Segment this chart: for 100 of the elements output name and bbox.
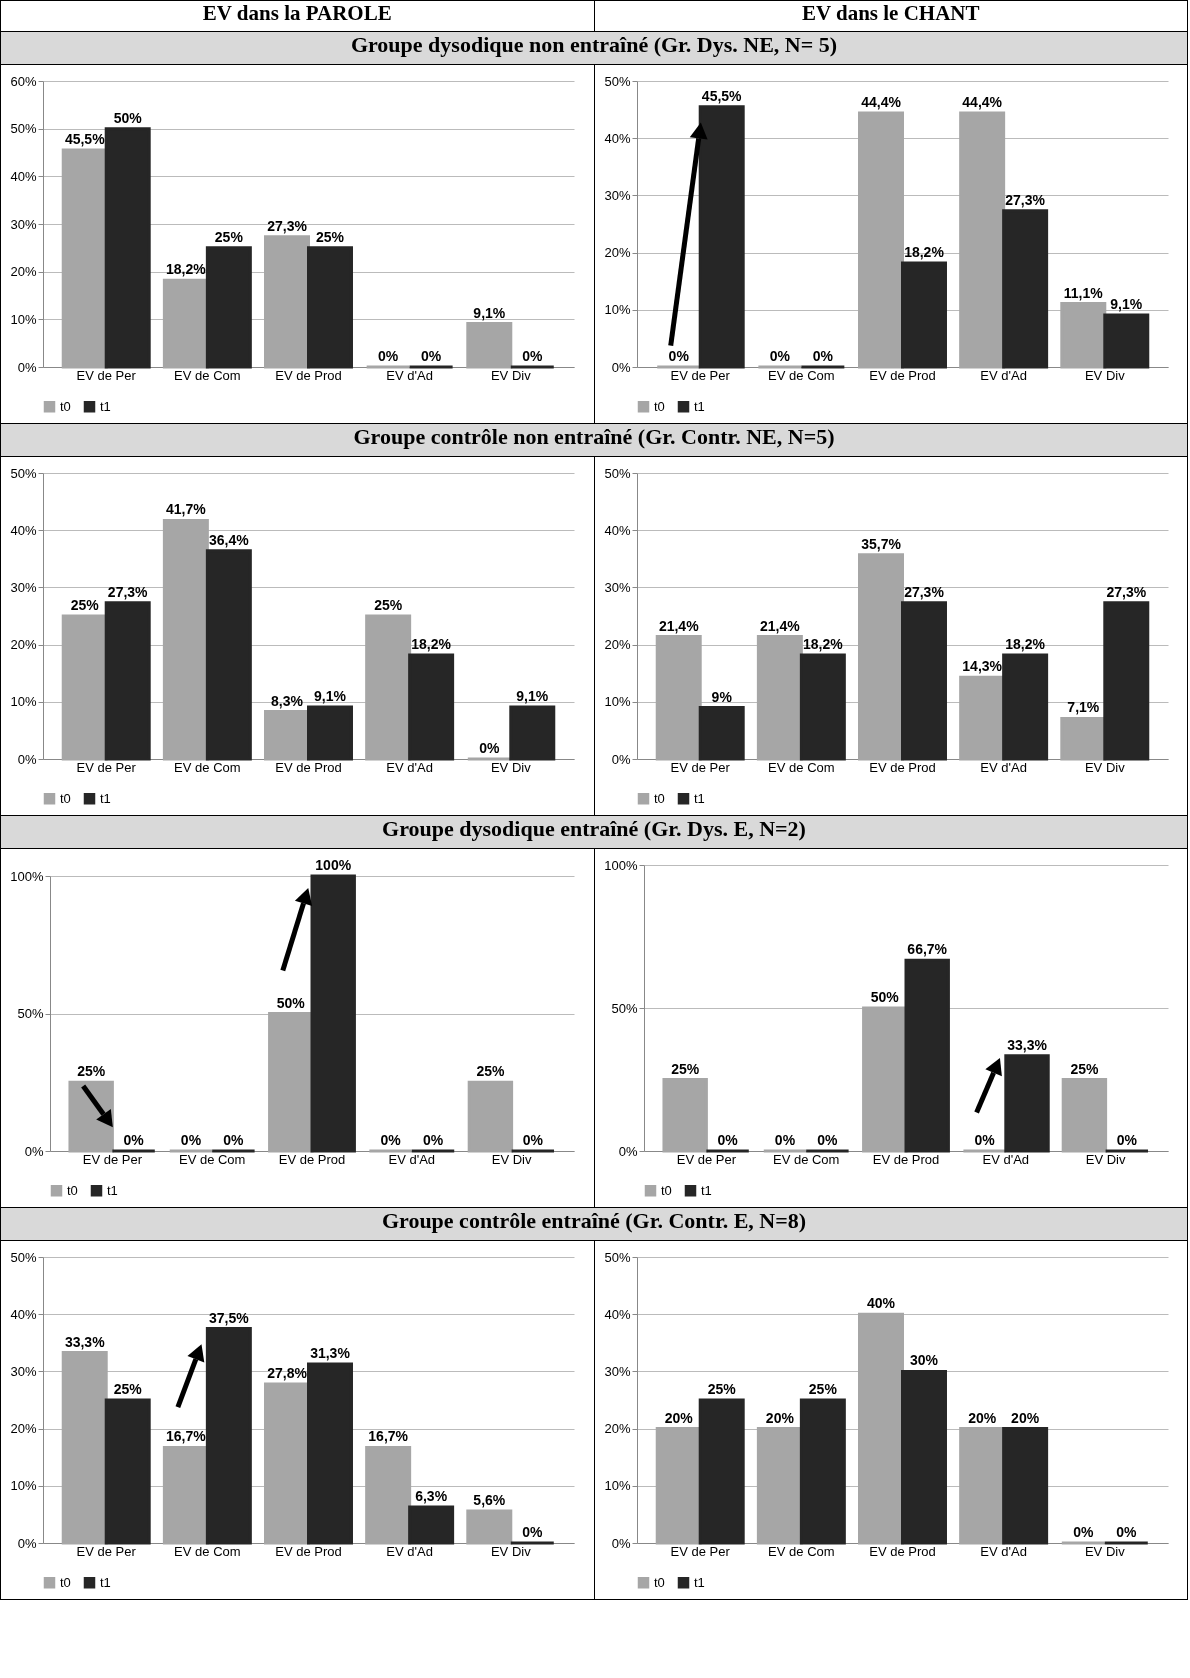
bar: [264, 1382, 310, 1545]
x-tick-label: EV d'Ad: [386, 759, 433, 775]
bar: [466, 1509, 513, 1545]
x-tick-label: EV de Prod: [275, 367, 342, 383]
y-tick-label: 40%: [603, 1306, 631, 1322]
y-tick-label: 40%: [603, 522, 631, 538]
legend-label: t1: [693, 1574, 705, 1590]
data-label: 27,3%: [107, 583, 149, 600]
y-tick-label: 30%: [10, 579, 37, 595]
y-tick-label: 30%: [603, 579, 631, 595]
x-tick-label: EV de Com: [767, 759, 835, 775]
chart-title: Groupe dysodique non entraîné (Gr. Dys. NE, N= 5): [0, 31, 1188, 65]
data-label: 20%: [765, 1409, 794, 1426]
data-label: 27,3%: [1105, 583, 1147, 600]
y-tick-label: 20%: [10, 1421, 37, 1437]
y-tick-label: 50%: [603, 1249, 631, 1265]
bar: [264, 710, 310, 761]
data-label: 9,1%: [1109, 295, 1143, 312]
x-tick-label: EV d'Ad: [386, 367, 433, 383]
data-label: 0%: [123, 1132, 145, 1148]
x-tick-label: EV de Per: [76, 759, 137, 775]
data-label: 0%: [522, 348, 543, 364]
x-tick-label: EV de Per: [676, 1151, 737, 1167]
data-label: 50%: [276, 994, 306, 1011]
bar: [264, 235, 310, 369]
legend-label: t0: [60, 790, 71, 806]
bar: [698, 706, 745, 761]
legend-label: t1: [100, 398, 111, 414]
bar: [205, 549, 252, 761]
data-label: 25%: [808, 1381, 837, 1397]
legend-label: t1: [693, 398, 705, 414]
data-label: 0%: [223, 1132, 245, 1148]
y-tick-label: 10%: [10, 1478, 37, 1494]
x-tick-label: EV de Prod: [872, 1151, 939, 1167]
data-label: 18,2%: [166, 261, 207, 278]
bar: [307, 1362, 353, 1545]
bar: [799, 653, 846, 761]
y-tick-label: 0%: [17, 359, 37, 375]
y-tick-label: 20%: [603, 245, 631, 261]
data-label: 16,7%: [166, 1428, 207, 1445]
bar: [61, 614, 108, 761]
x-tick-label: EV de Prod: [275, 1543, 342, 1559]
y-tick-label: 10%: [603, 302, 631, 318]
data-label: 18,2%: [802, 635, 843, 652]
y-tick-label: 0%: [611, 1535, 631, 1551]
data-label: 30%: [909, 1352, 939, 1369]
data-label: 21,4%: [759, 617, 800, 634]
data-label: 0%: [1115, 1524, 1137, 1540]
data-label: 11,1%: [1063, 284, 1103, 301]
bar: [104, 601, 151, 761]
y-tick-label: 20%: [10, 264, 37, 280]
data-label: 0%: [421, 348, 442, 364]
legend-label: t1: [100, 790, 111, 806]
x-tick-label: EV Div: [1084, 1543, 1125, 1559]
legend-label: t0: [67, 1182, 78, 1198]
bar: [655, 1427, 702, 1545]
data-label: 18,2%: [1004, 635, 1046, 652]
data-label: 0%: [380, 1132, 402, 1148]
bar: [1059, 716, 1106, 761]
data-label: 35,7%: [860, 535, 901, 552]
legend-label: t0: [653, 398, 665, 414]
bar: [799, 1398, 846, 1545]
x-tick-label: EV Div: [1085, 1151, 1126, 1167]
x-tick-label: EV de Prod: [275, 759, 342, 775]
bar: [1001, 1427, 1048, 1545]
x-tick-label: EV de Com: [174, 367, 241, 383]
x-tick-label: EV Div: [491, 1151, 532, 1167]
data-label: 0%: [522, 1524, 543, 1540]
data-label: 0%: [378, 348, 399, 364]
y-tick-label: 20%: [10, 637, 37, 653]
data-label: 25%: [1069, 1060, 1099, 1077]
y-tick-label: 100%: [10, 868, 44, 884]
data-label: 0%: [668, 348, 689, 364]
x-tick-label: EV de Prod: [868, 759, 936, 775]
data-label: 41,7%: [166, 501, 207, 518]
x-tick-label: EV de Per: [82, 1151, 143, 1167]
data-label: 44,4%: [961, 94, 1003, 111]
x-tick-label: EV de Prod: [868, 1543, 936, 1559]
text: EV dans le CHANT: [594, 0, 1188, 32]
legend-label: t0: [660, 1182, 672, 1198]
bar: [162, 278, 209, 369]
y-tick-label: 0%: [611, 359, 631, 375]
y-tick-label: 100%: [603, 857, 638, 873]
y-tick-label: 50%: [603, 73, 631, 89]
data-label: 25%: [707, 1381, 736, 1397]
legend-label: t1: [693, 790, 705, 806]
y-tick-label: 50%: [10, 1249, 37, 1265]
x-tick-label: EV Div: [1084, 759, 1125, 775]
legend-label: t0: [60, 398, 71, 414]
bar: [900, 1369, 947, 1545]
bar: [756, 635, 803, 761]
data-label: 18,2%: [411, 635, 452, 652]
text: EV dans la PAROLE: [0, 0, 594, 32]
data-label: 100%: [315, 857, 352, 873]
legend-label: t1: [700, 1182, 712, 1198]
data-label: 9%: [711, 688, 732, 705]
y-tick-label: 50%: [610, 1000, 638, 1016]
bar: [307, 705, 353, 761]
data-label: 25%: [214, 228, 244, 245]
data-label: 25%: [374, 597, 403, 613]
